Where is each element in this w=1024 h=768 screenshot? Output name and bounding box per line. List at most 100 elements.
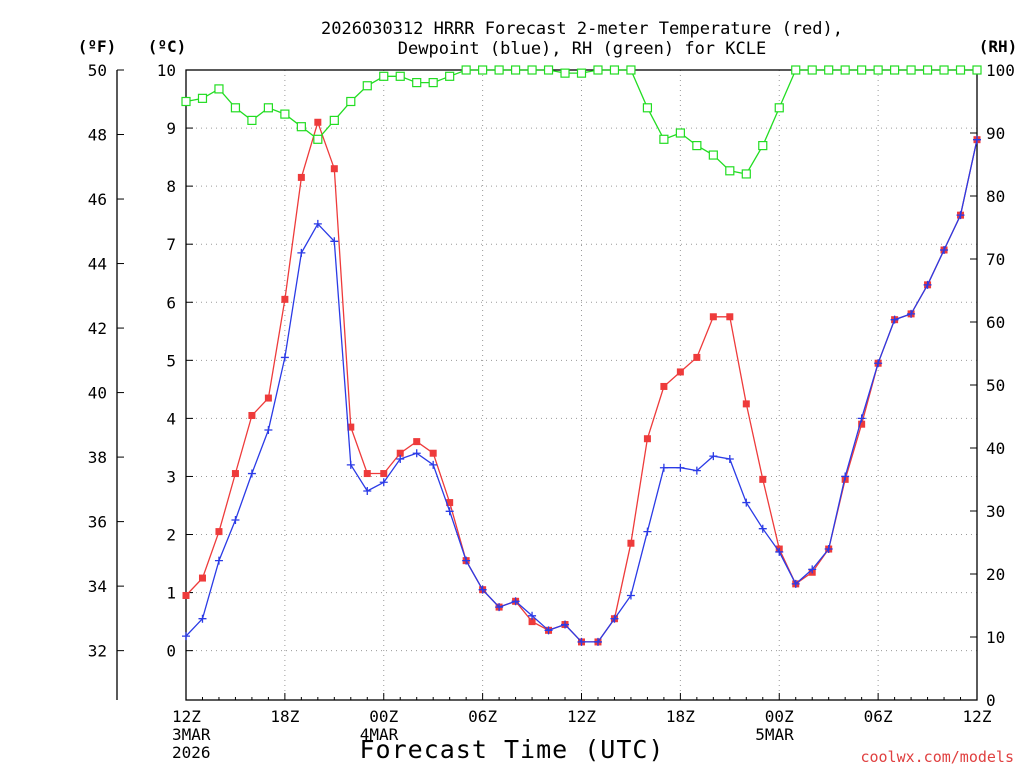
- x-tick-label: 00Z: [765, 707, 794, 726]
- temperature-point: [726, 313, 734, 321]
- rh-point: [395, 71, 405, 81]
- temperature-point: [182, 591, 190, 599]
- dewpoint-point: [379, 478, 388, 487]
- rh-point: [741, 169, 751, 179]
- dewpoint-point: [412, 449, 421, 458]
- x-tick-date-label: 4MAR: [360, 725, 399, 744]
- rh-tick-label: 30: [986, 502, 1005, 521]
- dewpoint-point: [956, 211, 965, 220]
- dewpoint-point: [511, 597, 520, 606]
- rh-point: [824, 65, 834, 75]
- chart-title-line1: 2026030312 HRRR Forecast 2-meter Tempera…: [321, 19, 843, 39]
- x-tick-label: 18Z: [270, 707, 299, 726]
- rh-point: [857, 65, 867, 75]
- rh-point: [807, 65, 817, 75]
- temperature-point: [660, 382, 668, 390]
- dewpoint-point: [214, 556, 223, 565]
- rh-tick-label: 80: [986, 187, 1005, 206]
- rh-point: [428, 77, 438, 88]
- rh-point: [774, 103, 784, 113]
- dewpoint-point: [692, 466, 701, 475]
- dewpoint-point: [198, 614, 207, 623]
- rh-point: [939, 65, 949, 75]
- rh-point: [181, 96, 191, 107]
- dewpoint-point: [495, 603, 504, 612]
- dewpoint-point: [709, 452, 718, 461]
- fahrenheit-tick-label: 40: [88, 384, 107, 403]
- rh-tick-label: 10: [986, 628, 1005, 647]
- temperature-point: [330, 165, 338, 173]
- temperature-point: [231, 470, 239, 478]
- temperature-point: [281, 295, 289, 303]
- dewpoint-point: [775, 547, 784, 556]
- celsius-tick-label: 7: [166, 235, 176, 254]
- rh-point: [478, 65, 488, 75]
- dewpoint-point: [923, 280, 932, 289]
- temperature-point: [446, 499, 454, 507]
- temperature-point: [297, 173, 305, 181]
- temperature-point: [396, 449, 404, 457]
- dewpoint-point: [593, 637, 602, 646]
- rh-point: [642, 103, 653, 113]
- x-axis-label: Forecast Time (UTC): [360, 735, 665, 764]
- temperature-point: [380, 470, 388, 478]
- celsius-tick-label: 1: [166, 584, 176, 603]
- rh-point: [890, 65, 900, 75]
- rh-tick-label: 60: [986, 313, 1005, 332]
- rh-point: [313, 134, 323, 144]
- rh-point: [560, 68, 570, 78]
- rh-point: [510, 65, 521, 75]
- rh-tick-label: 70: [986, 250, 1005, 269]
- temperature-point: [759, 475, 767, 483]
- x-tick-label: 00Z: [369, 707, 398, 726]
- temperature-point: [742, 400, 750, 408]
- celsius-tick-label: 5: [166, 351, 176, 370]
- unit-label-fahrenheit: (ºF): [78, 37, 117, 56]
- dewpoint-point: [528, 611, 537, 620]
- rh-point: [247, 115, 257, 126]
- celsius-tick-label: 10: [157, 61, 176, 80]
- fahrenheit-tick-label: 42: [88, 319, 107, 338]
- rh-point: [840, 65, 850, 75]
- series-layer: [181, 65, 982, 646]
- x-tick-label: 06Z: [864, 707, 893, 726]
- fahrenheit-tick-label: 36: [88, 513, 107, 532]
- dewpoint-point: [610, 614, 619, 623]
- fahrenheit-tick-label: 44: [88, 255, 107, 274]
- dewpoint-point: [874, 359, 883, 368]
- rh-point: [758, 141, 768, 151]
- x-tick-label: 12Z: [567, 707, 596, 726]
- x-tick-date-label: 3MAR: [172, 725, 211, 744]
- temperature-point: [248, 411, 256, 419]
- rh-point: [379, 71, 389, 81]
- celsius-tick-label: 3: [166, 467, 176, 486]
- temperature-point: [413, 438, 421, 446]
- celsius-tick-label: 4: [166, 409, 176, 428]
- x-tick-label: 12Z: [172, 707, 201, 726]
- rh-point: [873, 65, 883, 75]
- x-tick-label: 06Z: [468, 707, 497, 726]
- dewpoint-point: [676, 463, 685, 472]
- rh-point: [280, 109, 290, 119]
- rh-point: [593, 65, 603, 75]
- dewpoint-point: [841, 472, 850, 481]
- temperature-point: [693, 353, 701, 361]
- rh-point: [461, 65, 471, 75]
- rh-point: [576, 68, 587, 78]
- rh-tick-label: 100: [986, 61, 1015, 80]
- rh-point: [214, 84, 224, 94]
- x-tick-date-label: 5MAR: [755, 725, 794, 744]
- fahrenheit-tick-label: 48: [88, 126, 107, 145]
- dewpoint-point: [346, 460, 355, 469]
- temperature-point: [363, 470, 371, 478]
- rh-point: [197, 93, 208, 103]
- rh-point: [725, 166, 735, 176]
- dewpoint-point: [626, 591, 635, 600]
- dewpoint-point: [330, 237, 339, 246]
- dewpoint-point: [577, 637, 586, 646]
- temperature-point: [314, 118, 322, 126]
- temperature-point: [264, 394, 272, 402]
- rh-point: [609, 65, 620, 75]
- dewpoint-point: [659, 463, 668, 472]
- dewpoint-point: [791, 579, 800, 588]
